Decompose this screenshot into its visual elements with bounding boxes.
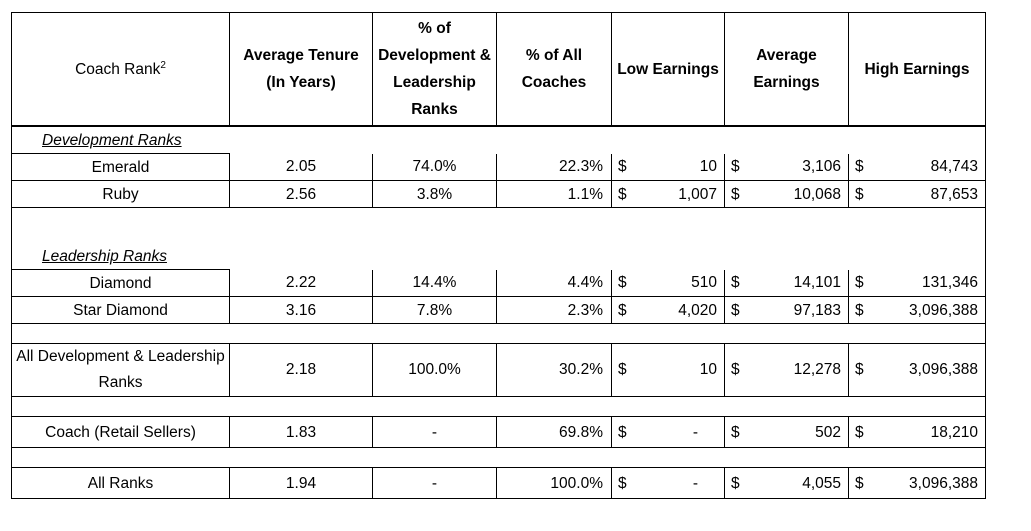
table-row: Ruby 2.56 3.8% 1.1% $1,007 $10,068 $87,6… [11,180,986,208]
tenure-cell: 2.05 [229,153,373,181]
tenure-cell: 3.16 [229,296,373,324]
pct-dev-lead-cell: - [372,416,497,448]
section-title-leadership: Leadership Ranks [11,207,230,270]
pct-all-cell: 22.3% [496,153,612,181]
pct-all-cell: 69.8% [496,416,612,448]
low-earnings-cell: $10 [611,343,725,397]
avg-earnings-cell: $502 [724,416,849,448]
avg-earnings-cell: $97,183 [724,296,849,324]
high-earnings-cell: $84,743 [848,153,986,181]
table-row: All Ranks 1.94 - 100.0% $ - $4,055 $3,096… [11,467,986,499]
avg-earnings-cell: $14,101 [724,269,849,297]
low-earnings-cell: $4,020 [611,296,725,324]
avg-earnings-header: Average Earnings [724,12,849,127]
rank-name: Diamond [11,269,230,297]
high-earnings-cell: $3,096,388 [848,343,986,397]
avg-earnings-cell: $3,106 [724,153,849,181]
tenure-cell: 2.22 [229,269,373,297]
high-earnings-cell: $3,096,388 [848,296,986,324]
section-row-leadership: Leadership Ranks [11,207,986,270]
high-earnings-cell: $18,210 [848,416,986,448]
high-earnings-cell: $3,096,388 [848,467,986,499]
pct-dev-lead-cell: 3.8% [372,180,497,208]
low-earnings-cell: $ - [611,467,725,499]
low-earnings-cell: $1,007 [611,180,725,208]
low-earnings-cell: $ - [611,416,725,448]
pct-dev-lead-cell: - [372,467,497,499]
pct-all-cell: 4.4% [496,269,612,297]
tenure-cell: 1.94 [229,467,373,499]
pct-dev-lead-cell: 74.0% [372,153,497,181]
pct-dev-lead-cell: 14.4% [372,269,497,297]
pct-all-cell: 1.1% [496,180,612,208]
high-earnings-header: High Earnings [848,12,986,127]
pct-all-header: % of All Coaches [496,12,612,127]
rank-name: Emerald [11,153,230,181]
table-row: All Development & Leadership Ranks 2.18 … [11,343,986,397]
low-earnings-cell: $510 [611,269,725,297]
low-earnings-cell: $10 [611,153,725,181]
coach-rank-header: Coach Rank2 [11,12,230,127]
rank-name: Ruby [11,180,230,208]
spacer-row [11,447,986,468]
avg-earnings-cell: $12,278 [724,343,849,397]
pct-dev-lead-cell: 100.0% [372,343,497,397]
high-earnings-cell: $131,346 [848,269,986,297]
rank-name: Coach (Retail Sellers) [11,416,230,448]
pct-dev-lead-cell: 7.8% [372,296,497,324]
spacer-row [11,396,986,417]
tenure-cell: 2.18 [229,343,373,397]
rank-name: All Ranks [11,467,230,499]
pct-all-cell: 100.0% [496,467,612,499]
coach-earnings-table: Coach Rank2 Average Tenure (In Years) % … [11,12,986,499]
tenure-cell: 2.56 [229,180,373,208]
low-earnings-header: Low Earnings [611,12,725,127]
table-row: Diamond 2.22 14.4% 4.4% $510 $14,101 $13… [11,269,986,297]
table-row: Emerald 2.05 74.0% 22.3% $10 $3,106 $84,… [11,153,986,181]
table-row: Star Diamond 3.16 7.8% 2.3% $4,020 $97,1… [11,296,986,324]
spacer-row [11,323,986,344]
table-row: Coach (Retail Sellers) 1.83 - 69.8% $ - $… [11,416,986,448]
avg-earnings-cell: $4,055 [724,467,849,499]
avg-tenure-header: Average Tenure (In Years) [229,12,373,127]
rank-name: All Development & Leadership Ranks [11,343,230,397]
header-row: Coach Rank2 Average Tenure (In Years) % … [11,12,986,127]
pct-dev-lead-header: % of Development & Leadership Ranks [372,12,497,127]
high-earnings-cell: $87,653 [848,180,986,208]
rank-name: Star Diamond [11,296,230,324]
pct-all-cell: 30.2% [496,343,612,397]
section-title-development: Development Ranks [11,126,230,154]
tenure-cell: 1.83 [229,416,373,448]
section-row-development: Development Ranks [11,126,986,154]
avg-earnings-cell: $10,068 [724,180,849,208]
pct-all-cell: 2.3% [496,296,612,324]
